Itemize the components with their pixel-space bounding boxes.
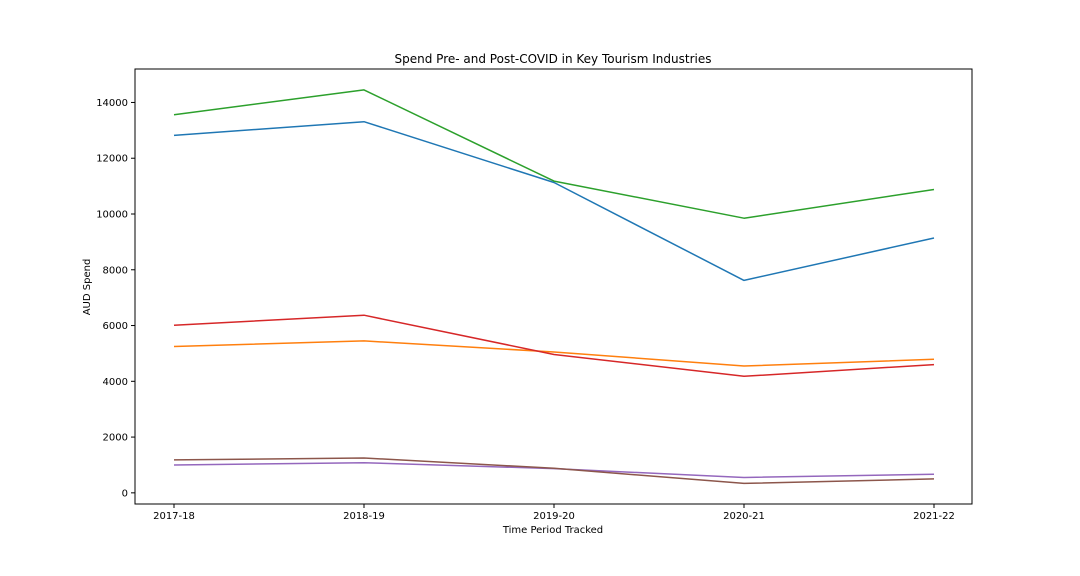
x-axis-label: Time Period Tracked	[502, 525, 603, 536]
x-tick-label: 2017-18	[153, 511, 195, 522]
y-tick-label: 12000	[96, 154, 128, 165]
x-tick-label: 2021-22	[913, 511, 955, 522]
series-line-1	[173, 120, 935, 282]
series-line-3	[173, 89, 935, 219]
series-line-6	[173, 457, 935, 485]
chart-title: Spend Pre- and Post-COVID in Key Tourism…	[395, 52, 712, 66]
series-line-2	[173, 340, 935, 367]
y-tick-label: 4000	[103, 377, 128, 388]
x-tick-label: 2020-21	[723, 511, 765, 522]
series-layer	[173, 89, 935, 485]
series-line-4	[173, 314, 935, 378]
y-tick-label: 8000	[103, 265, 128, 276]
y-tick-label: 10000	[96, 210, 128, 221]
x-tick-label: 2019-20	[533, 511, 575, 522]
y-tick-label: 6000	[103, 321, 128, 332]
plot-area	[135, 69, 972, 504]
y-axis-label: AUD Spend	[82, 259, 93, 316]
y-tick-label: 2000	[103, 433, 128, 444]
y-ticks: 0 2000 4000 6000 8000 10000 12000 14000	[96, 98, 135, 499]
x-tick-label: 2018-19	[343, 511, 385, 522]
y-tick-label: 14000	[96, 98, 128, 109]
x-ticks: 2017-18 2018-19 2019-20 2020-21 2021-22	[153, 504, 955, 522]
y-tick-label: 0	[122, 488, 128, 499]
